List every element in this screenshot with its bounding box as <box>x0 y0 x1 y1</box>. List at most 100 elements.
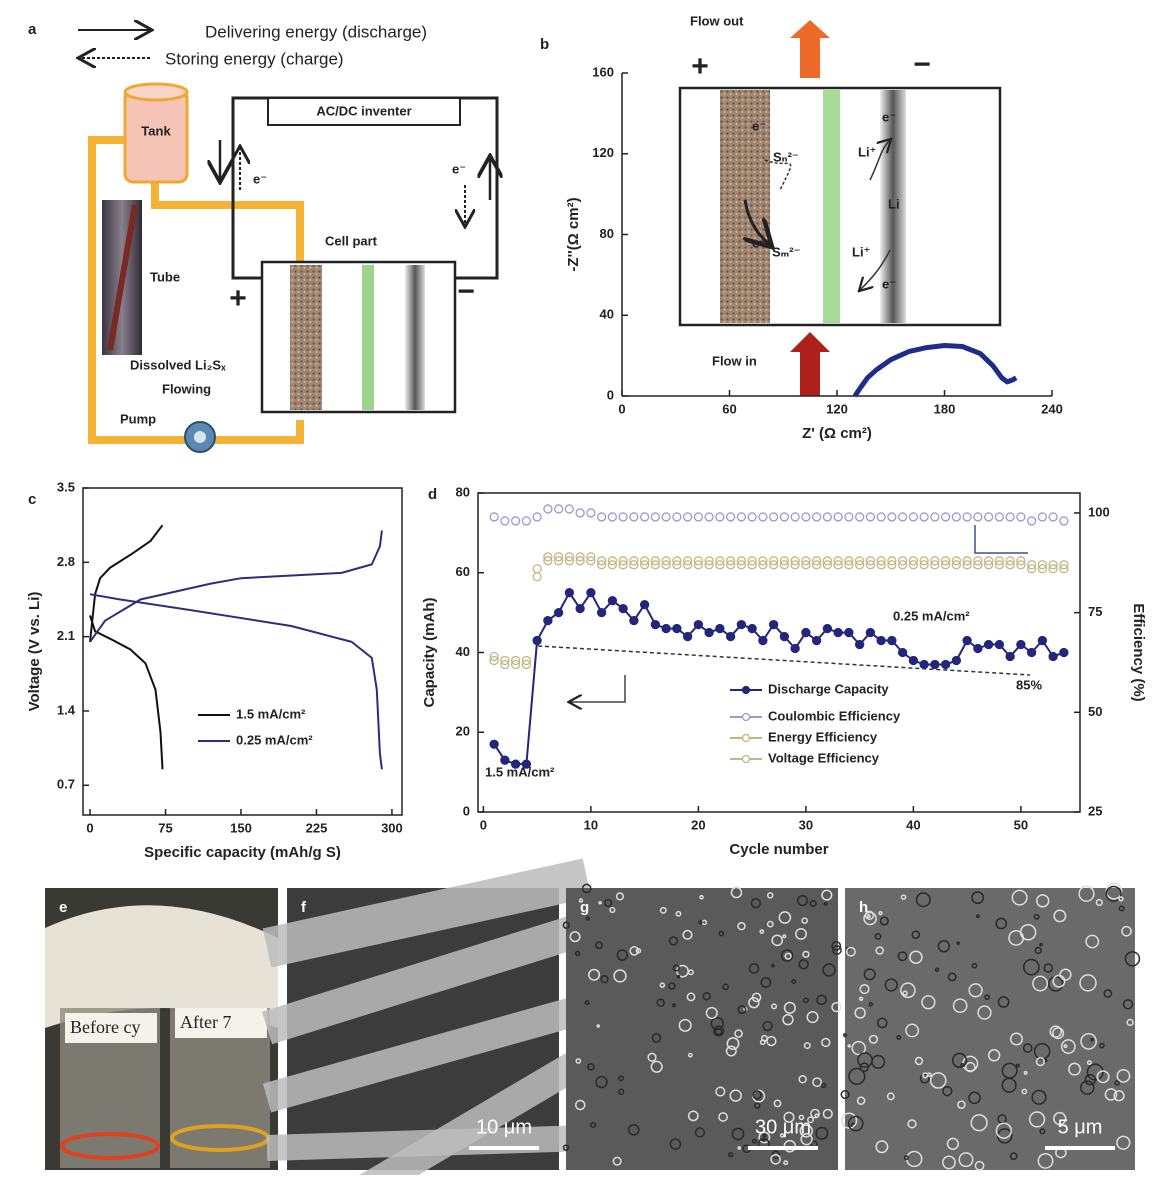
dissolved-label: Dissolved Li₂Sₓ <box>130 357 226 372</box>
data-point <box>533 573 541 581</box>
data-point <box>888 513 896 521</box>
data-point <box>587 509 595 517</box>
species-label: e⁻ <box>882 276 896 291</box>
data-point <box>802 513 810 521</box>
minus: − <box>457 275 475 308</box>
data-point <box>490 740 498 748</box>
data-point <box>974 645 982 653</box>
data-point <box>952 513 960 521</box>
data-point <box>963 513 971 521</box>
data-point <box>598 609 606 617</box>
data-point <box>877 637 885 645</box>
y2-axis-label: Efficiency (%) <box>1130 603 1147 701</box>
electron-label: e⁻ <box>253 171 267 186</box>
tank-top <box>125 84 187 100</box>
data-point <box>770 621 778 629</box>
data-point <box>1038 513 1046 521</box>
data-point <box>619 605 627 613</box>
data-point <box>727 513 735 521</box>
y-tick-label: 1.4 <box>57 702 76 717</box>
anode <box>405 265 425 410</box>
plot-frame <box>83 488 402 815</box>
x-tick-label: 0 <box>480 817 487 832</box>
data-point <box>608 513 616 521</box>
panel-label: d <box>428 486 437 503</box>
annotation: 0.25 mA/cm² <box>893 608 970 623</box>
x-tick-label: 50 <box>1014 817 1028 832</box>
y2-tick-label: 75 <box>1088 604 1102 619</box>
data-point <box>759 513 767 521</box>
data-point <box>899 513 907 521</box>
data-point <box>705 513 713 521</box>
species-label: e⁻ <box>752 235 766 250</box>
flow-out-arrow <box>790 20 830 78</box>
data-point <box>1006 513 1014 521</box>
data-point <box>974 513 982 521</box>
panel-b-inset <box>680 20 1000 396</box>
legend-label: Voltage Efficiency <box>768 750 880 765</box>
data-point <box>694 621 702 629</box>
data-point <box>533 565 541 573</box>
data-point <box>555 505 563 513</box>
data-point <box>1049 652 1057 660</box>
flow-in-arrow <box>790 332 830 396</box>
data-point <box>985 513 993 521</box>
data-point <box>490 513 498 521</box>
inverter-label: AC/DC inventer <box>316 103 411 118</box>
data-point <box>673 625 681 633</box>
data-point <box>748 513 756 521</box>
panel-label: b <box>540 36 549 53</box>
separator <box>823 90 840 323</box>
legend-label: 1.5 mA/cm² <box>236 706 306 721</box>
legend-label: Coulombic Efficiency <box>768 708 901 723</box>
data-point <box>845 629 853 637</box>
minus: − <box>913 48 931 81</box>
data-point <box>641 601 649 609</box>
legend-text: Delivering energy (discharge) <box>205 22 427 41</box>
flow-out-label: Flow out <box>690 13 744 28</box>
data-point <box>555 609 563 617</box>
y-tick-label: 0 <box>463 803 470 818</box>
x-tick-label: 120 <box>826 401 848 416</box>
data-point <box>791 645 799 653</box>
data-point <box>942 513 950 521</box>
data-point <box>899 649 907 657</box>
data-point <box>684 513 692 521</box>
y-tick-label: 2.8 <box>57 554 75 569</box>
y-axis-label: Voltage (V vs. Li) <box>26 592 43 712</box>
series-line <box>855 346 1016 397</box>
x-tick-label: 180 <box>934 401 956 416</box>
y2-tick-label: 25 <box>1088 803 1102 818</box>
x-tick-label: 30 <box>799 817 813 832</box>
data-point <box>823 513 831 521</box>
panel-a: a Delivering energy (discharge) Storing … <box>28 21 497 452</box>
data-point <box>705 629 713 637</box>
data-point <box>630 617 638 625</box>
data-point <box>748 625 756 633</box>
axis-arrow <box>570 675 625 702</box>
data-point <box>845 513 853 521</box>
y-tick-label: 160 <box>592 64 614 79</box>
data-point <box>963 637 971 645</box>
species-label: e⁻ <box>882 109 896 124</box>
y-tick-label: 0.7 <box>57 777 75 792</box>
species-label: Sₙ²⁻ <box>773 149 799 164</box>
species-label: Li⁺ <box>858 144 876 159</box>
data-point <box>641 513 649 521</box>
species-label: Li <box>888 196 900 211</box>
data-point <box>684 633 692 641</box>
data-point <box>501 517 509 525</box>
data-point <box>834 513 842 521</box>
y-tick-label: 0 <box>607 387 614 402</box>
annotation: 1.5 mA/cm² <box>485 764 555 779</box>
x-tick-label: 60 <box>722 401 736 416</box>
data-point <box>834 629 842 637</box>
data-point <box>608 597 616 605</box>
pump-hub <box>194 431 206 443</box>
data-point <box>512 517 520 525</box>
data-point <box>985 641 993 649</box>
series-line <box>90 525 163 769</box>
photo-panel-e: Before cyAfter 7e <box>45 888 278 1170</box>
plus: + <box>691 50 709 83</box>
data-point <box>888 637 896 645</box>
